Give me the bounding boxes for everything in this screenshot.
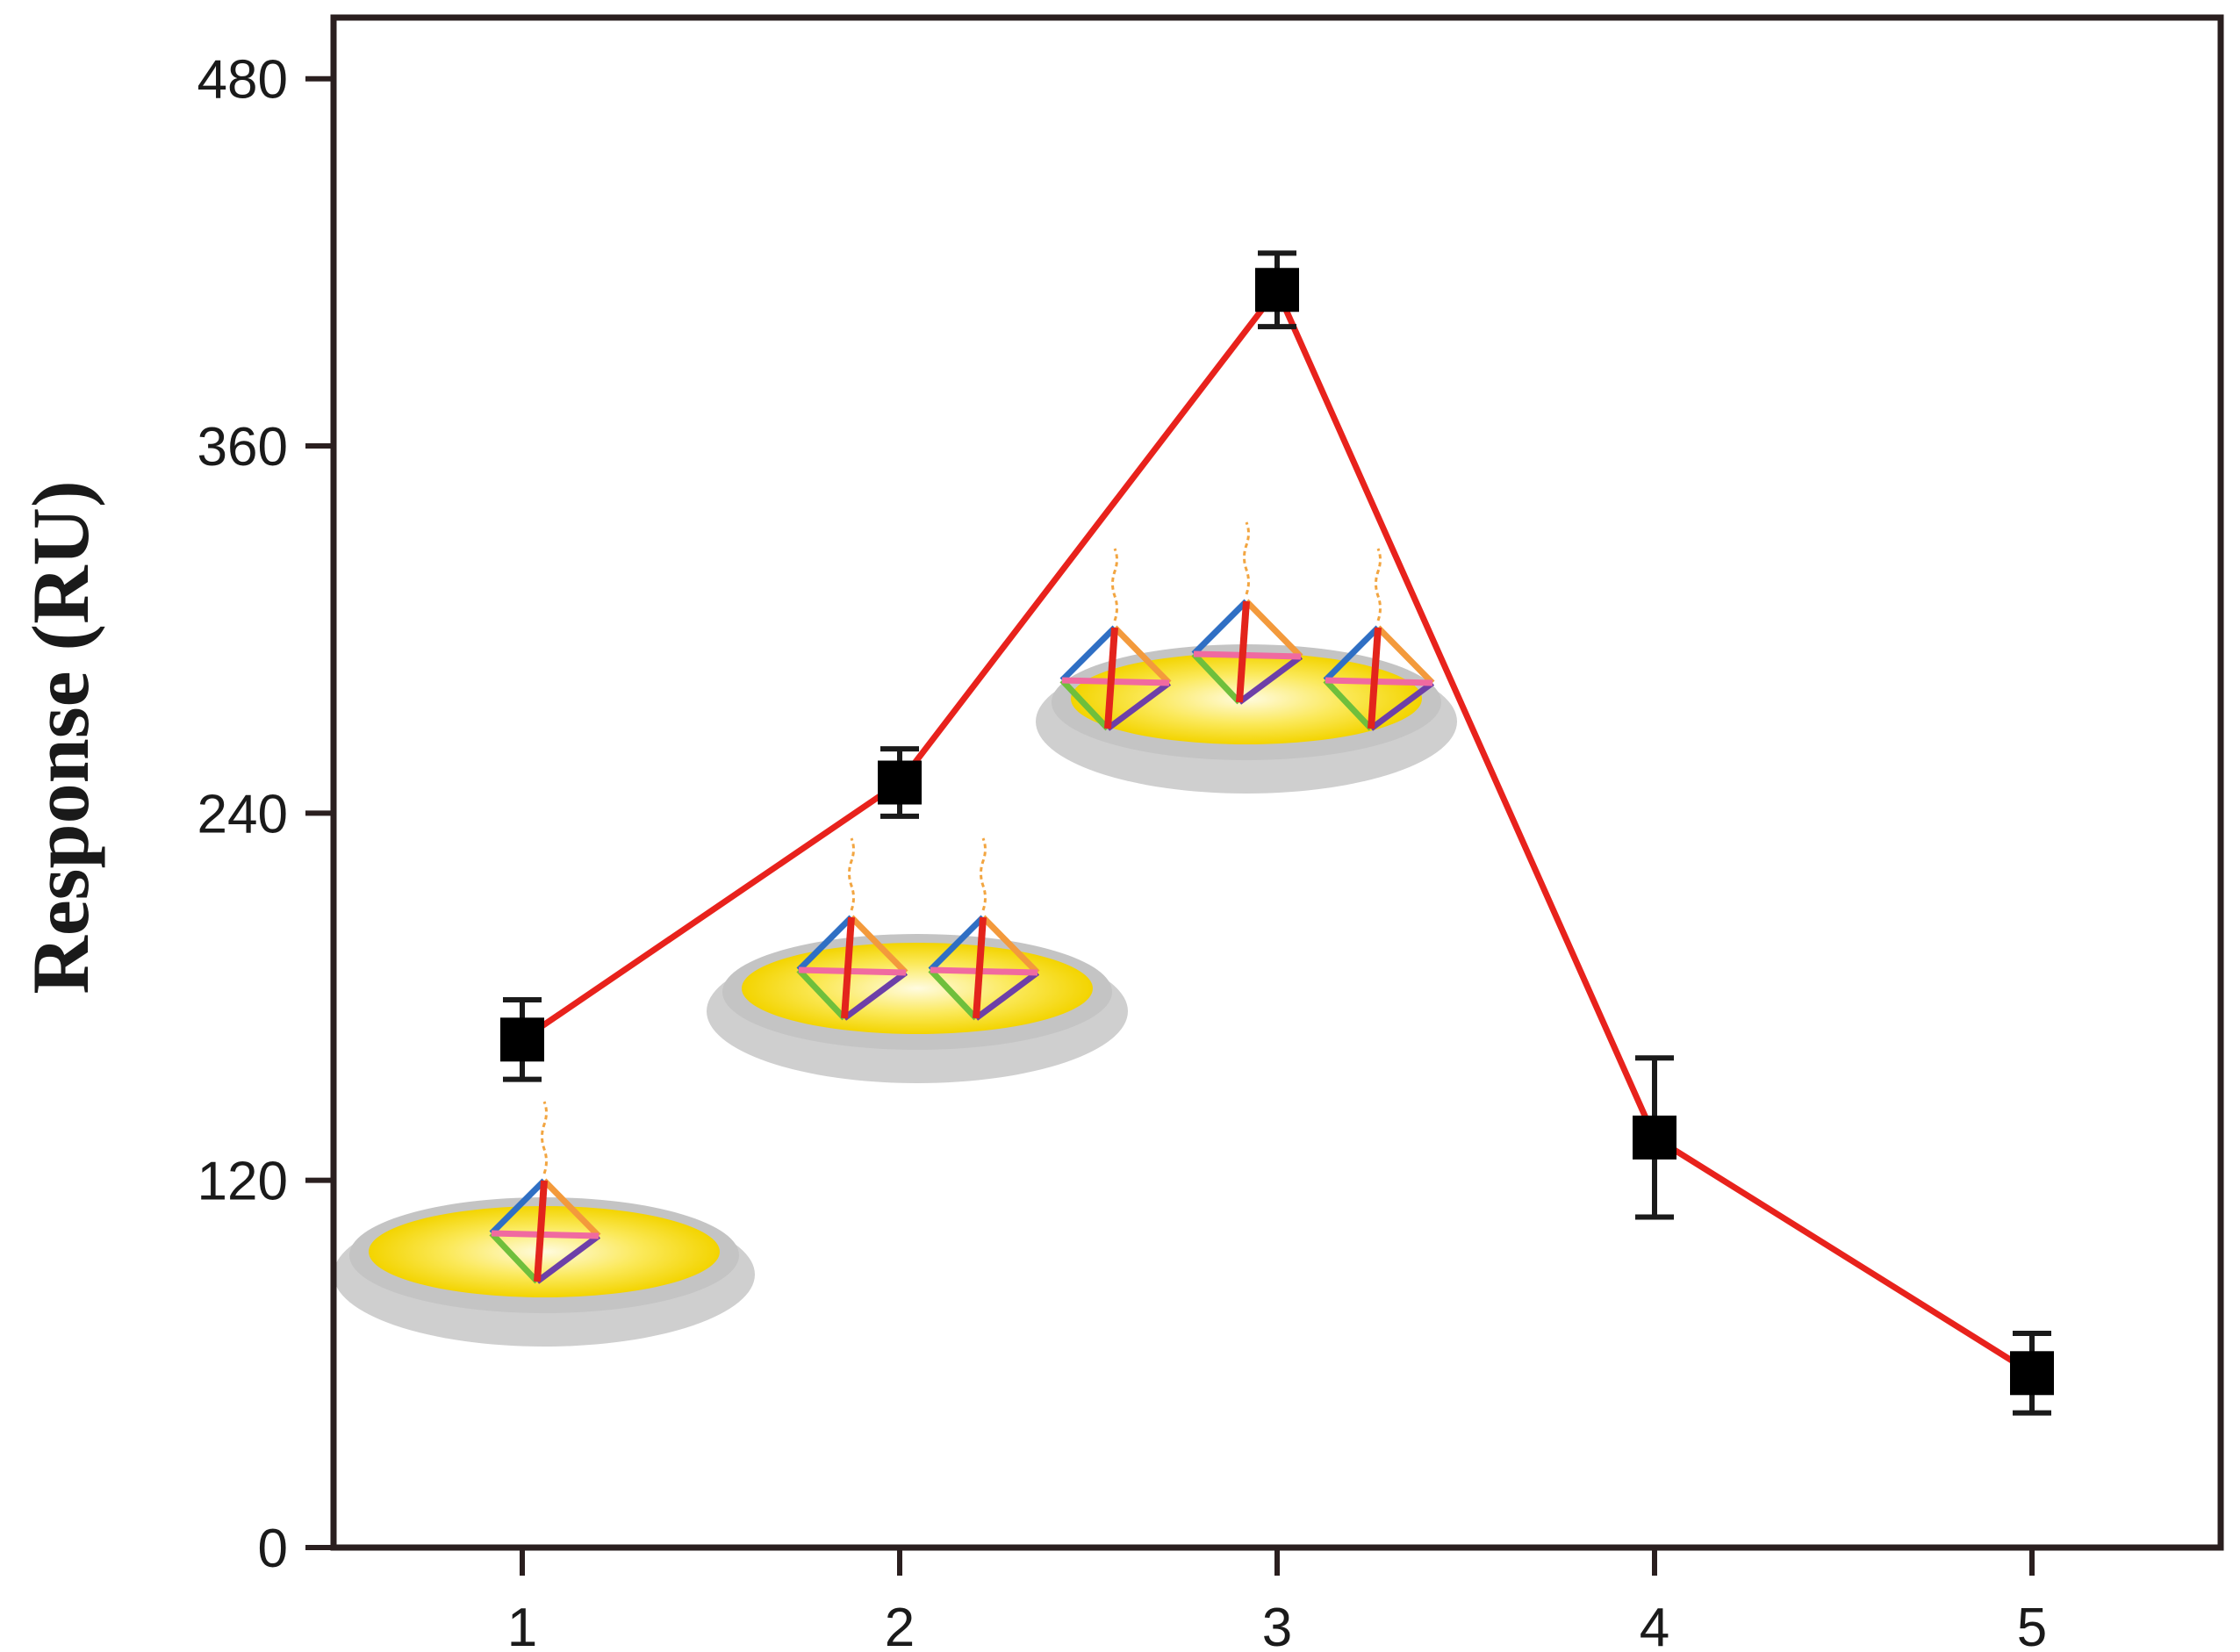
tetra-edge — [1112, 625, 1172, 686]
tetra-edge — [928, 915, 986, 973]
tetra-edge — [1237, 654, 1303, 705]
axes: 0 120 240 360 480 1 2 3 4 5 — [197, 14, 2224, 1652]
surface-inset-1 — [334, 1101, 755, 1347]
tetra-edge — [798, 966, 907, 976]
tetra-edge — [1059, 625, 1117, 683]
data-point — [1255, 268, 1299, 312]
tetra-edge — [1236, 600, 1250, 703]
tetra-edge — [928, 967, 979, 1021]
dna-probe-strand — [541, 1101, 548, 1174]
dna-probe-strand — [848, 837, 855, 911]
surface-insets — [334, 521, 1457, 1347]
tetra-edge — [1368, 680, 1435, 731]
tetra-edge — [1104, 627, 1118, 729]
tetrahedron-icon — [489, 1101, 601, 1284]
dna-probe-strand — [1111, 548, 1118, 621]
tetra-edge — [489, 1178, 547, 1236]
series-line — [521, 286, 2034, 1376]
tetrahedron-icon — [1191, 521, 1303, 705]
y-tick-label: 240 — [197, 784, 288, 844]
x-tick-label: 2 — [885, 1598, 915, 1652]
x-tick-label: 5 — [2017, 1598, 2047, 1652]
tetra-edge — [1105, 680, 1172, 731]
tetrahedron-icon — [1059, 548, 1172, 731]
tetra-edge — [930, 966, 1038, 976]
y-tick-label: 0 — [258, 1519, 288, 1579]
data-point — [2010, 1351, 2054, 1396]
tetra-edge — [842, 970, 908, 1021]
tetra-edge — [1325, 677, 1433, 686]
tetra-edge — [973, 916, 987, 1019]
x-tick-label: 1 — [507, 1598, 537, 1652]
tetrahedron-icon — [928, 837, 1040, 1021]
tetra-edge — [1368, 627, 1382, 729]
tetra-edge — [841, 916, 855, 1019]
data-point — [500, 1017, 544, 1062]
tetra-edge — [535, 1233, 601, 1284]
x-tick-label: 4 — [1640, 1598, 1669, 1652]
surface-inset-2 — [707, 837, 1128, 1083]
data-series — [500, 250, 2054, 1416]
surface-inset-3 — [1036, 521, 1457, 794]
tetra-edge — [980, 915, 1040, 975]
y-tick-label: 120 — [197, 1152, 288, 1212]
y-tick-label: 480 — [197, 50, 288, 111]
tetra-edge — [1323, 625, 1381, 683]
tetra-edge — [1375, 625, 1435, 686]
gold-surface — [742, 943, 1093, 1034]
tetra-edge — [849, 915, 908, 975]
tetra-edge — [1193, 650, 1302, 660]
tetra-edge — [1059, 678, 1110, 731]
tetra-edge — [534, 1180, 548, 1282]
x-tick-label: 3 — [1262, 1598, 1292, 1652]
y-axis-title: Response (RU) — [16, 480, 105, 994]
data-point — [1633, 1115, 1676, 1160]
tetra-edge — [796, 967, 847, 1021]
dna-probe-strand — [1243, 521, 1250, 595]
tetra-edge — [796, 915, 854, 973]
data-point — [878, 760, 922, 805]
dna-probe-strand — [980, 837, 987, 911]
tetra-edge — [1191, 651, 1242, 705]
gold-surface — [369, 1206, 720, 1297]
tetra-edge — [489, 1231, 540, 1284]
tetra-edge — [1244, 599, 1303, 659]
tetra-edge — [973, 970, 1040, 1021]
tetrahedron-icon — [796, 837, 908, 1021]
tetra-edge — [491, 1230, 599, 1239]
y-tick-label: 360 — [197, 417, 288, 478]
tetra-edge — [542, 1178, 601, 1239]
tetra-edge — [1191, 599, 1249, 657]
tetra-edge — [1323, 678, 1374, 731]
tetra-edge — [1061, 677, 1170, 686]
dna-probe-strand — [1375, 548, 1382, 621]
tetrahedron-icon — [1323, 548, 1435, 731]
